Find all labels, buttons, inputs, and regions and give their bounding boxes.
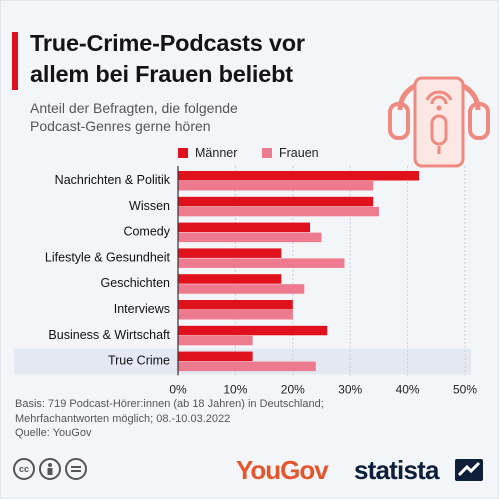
bar-frauen bbox=[178, 206, 379, 217]
legend-label-frauen: Frauen bbox=[279, 146, 319, 160]
bar-maenner bbox=[178, 171, 420, 181]
category-label: Business & Wirtschaft bbox=[48, 328, 170, 342]
bar-frauen bbox=[178, 361, 316, 372]
bar-frauen bbox=[178, 310, 293, 320]
chart-subtitle: Anteil der Befragten, die folgende Podca… bbox=[30, 99, 350, 135]
category-label: Lifestyle & Gesundheit bbox=[45, 250, 171, 264]
statista-logo: statista bbox=[354, 455, 439, 485]
title-line-1: True-Crime-Podcasts vor bbox=[30, 30, 305, 56]
legend-label-maenner: Männer bbox=[195, 146, 238, 160]
yougov-logo: YouGov bbox=[236, 455, 329, 485]
category-label: True Crime bbox=[108, 354, 170, 368]
license-icons: cc bbox=[13, 458, 87, 480]
source-line-3: Quelle: YouGov bbox=[15, 427, 92, 439]
subtitle-line-2: Podcast-Genres gerne hören bbox=[30, 118, 211, 134]
category-label: Nachrichten & Politik bbox=[55, 173, 171, 187]
x-tick-label: 20% bbox=[281, 382, 305, 396]
chart-legend: Männer Frauen bbox=[0, 146, 499, 164]
x-tick-label: 0% bbox=[169, 382, 187, 396]
category-label: Wissen bbox=[129, 199, 170, 213]
bar-frauen bbox=[178, 335, 253, 346]
bar-maenner bbox=[178, 274, 282, 284]
equals-icon[interactable] bbox=[65, 458, 87, 480]
bar-frauen bbox=[178, 258, 345, 268]
statista-logo-icon bbox=[455, 459, 483, 481]
legend-item-maenner: Männer bbox=[178, 146, 237, 160]
x-tick-label: 10% bbox=[223, 382, 247, 396]
cc-icon[interactable]: cc bbox=[13, 458, 35, 480]
x-tick-label: 40% bbox=[396, 382, 420, 396]
chart-title: True-Crime-Podcasts vor allem bei Frauen… bbox=[30, 28, 410, 90]
x-tick-label: 30% bbox=[338, 382, 362, 396]
subtitle-line-1: Anteil der Befragten, die folgende bbox=[30, 100, 238, 116]
bar-maenner bbox=[178, 325, 328, 336]
bar-maenner bbox=[178, 351, 253, 362]
bar-maenner bbox=[178, 248, 282, 258]
legend-swatch-maenner bbox=[178, 148, 188, 158]
bar-frauen bbox=[178, 181, 374, 191]
bar-maenner bbox=[178, 300, 293, 310]
bar-maenner bbox=[178, 196, 374, 207]
source-note: Basis: 719 Podcast-Hörer:innen (ab 18 Ja… bbox=[15, 397, 435, 441]
category-label: Interviews bbox=[114, 302, 170, 316]
bar-frauen bbox=[178, 232, 322, 243]
title-accent-bar bbox=[12, 32, 18, 90]
bar-maenner bbox=[178, 222, 311, 233]
bar-chart: Nachrichten & Politik Wissen Comedy Lifesty… bbox=[14, 166, 477, 396]
x-tick-label: 50% bbox=[453, 382, 477, 396]
bar-frauen bbox=[178, 284, 305, 294]
podcast-microphone-icon bbox=[388, 76, 490, 168]
title-line-2: allem bei Frauen beliebt bbox=[30, 61, 293, 87]
person-icon[interactable] bbox=[39, 458, 61, 480]
legend-swatch-frauen bbox=[262, 148, 272, 158]
category-label: Comedy bbox=[123, 225, 170, 239]
source-line-1: Basis: 719 Podcast-Hörer:innen (ab 18 Ja… bbox=[15, 398, 324, 410]
legend-item-frauen: Frauen bbox=[262, 146, 319, 160]
category-label: Geschichten bbox=[101, 276, 171, 290]
source-line-2: Mehrfachantworten möglich; 08.-10.03.202… bbox=[15, 412, 231, 425]
